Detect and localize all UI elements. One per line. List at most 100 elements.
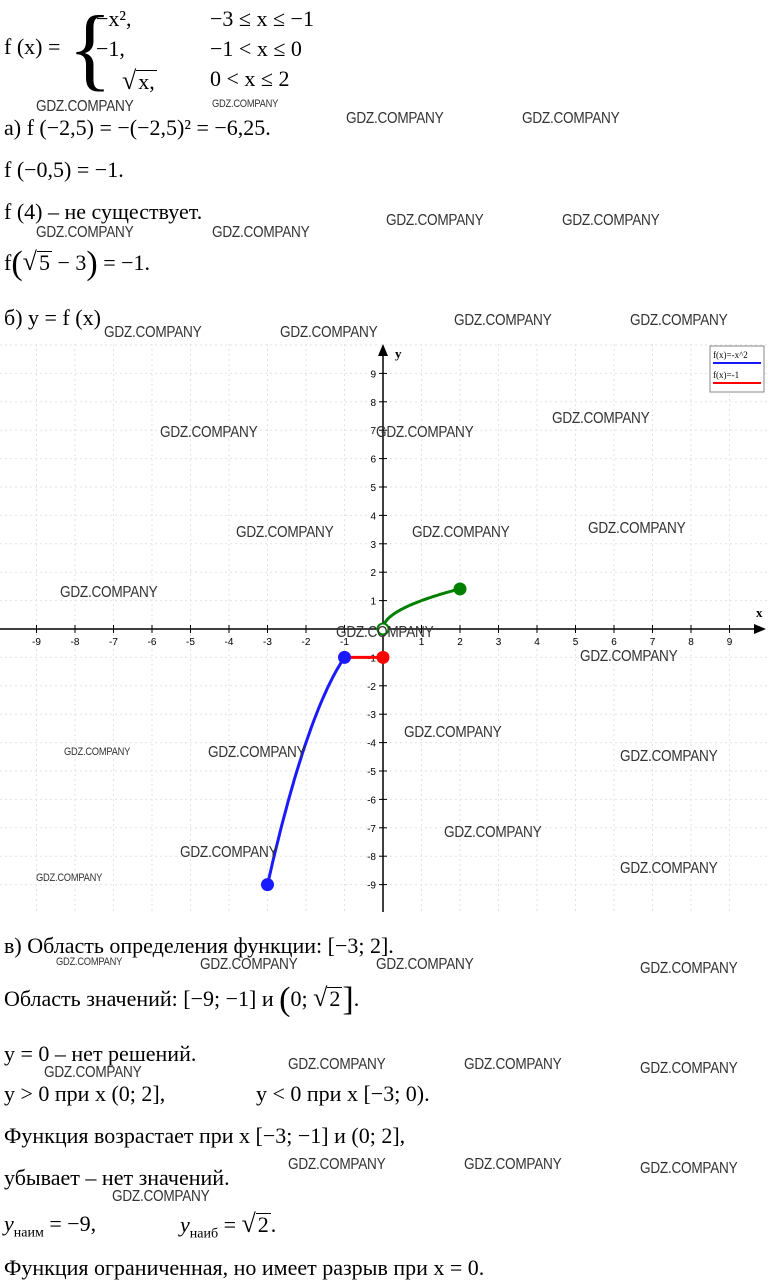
- x-tick-label: -9: [32, 637, 41, 648]
- x-tick-label: -7: [109, 637, 118, 648]
- y-tick-label: -9: [367, 881, 376, 892]
- watermark-text: GDZ.COMPANY: [640, 1160, 738, 1177]
- part-c-line-8: Функция ограниченная, но имеет разрыв пр…: [4, 1255, 485, 1280]
- piece-3-cond: 0 < x ≤ 2: [210, 66, 290, 91]
- x-tick-label: 9: [727, 637, 733, 648]
- piece-2-expr: −1,: [96, 36, 125, 61]
- legend-box: [709, 345, 765, 393]
- watermark-text: GDZ.COMPANY: [640, 1060, 738, 1077]
- watermark-text: GDZ.COMPANY: [412, 524, 510, 541]
- x-tick-label: 2: [457, 637, 463, 648]
- y-tick-label: -5: [367, 767, 376, 778]
- x-tick-label: -6: [148, 637, 157, 648]
- watermark-text: GDZ.COMPANY: [620, 748, 718, 765]
- watermark-text: GDZ.COMPANY: [346, 110, 444, 127]
- watermark-text: GDZ.COMPANY: [104, 324, 202, 341]
- series-sqrt-x: [381, 587, 461, 630]
- piece-2-cond: −1 < x ≤ 0: [210, 36, 302, 61]
- part-c-line-1: в) Область определения функции: [−3; 2].: [4, 933, 394, 958]
- series-neg-x-squared: [266, 656, 346, 885]
- y-axis-label: y: [395, 346, 402, 361]
- x-tick-label: 5: [573, 637, 579, 648]
- x-tick-label: 4: [534, 637, 540, 648]
- watermark-text: GDZ.COMPANY: [212, 224, 310, 241]
- y-tick-label: 6: [370, 455, 376, 466]
- watermark-text: GDZ.COMPANY: [386, 212, 484, 229]
- y-tick-label: -1: [367, 653, 376, 664]
- legend-label: f(x)=-1: [713, 370, 739, 380]
- piece-1-cond: −3 ≤ x ≤ −1: [210, 6, 314, 31]
- part-c-line-4b: y < 0 при x [−3; 0).: [256, 1081, 430, 1106]
- watermark-text: GDZ.COMPANY: [454, 312, 552, 329]
- watermark-text: GDZ.COMPANY: [404, 724, 502, 741]
- watermark-text: GDZ.COMPANY: [160, 424, 258, 441]
- watermark-text: GDZ.COMPANY: [44, 1064, 142, 1081]
- watermark-text: GDZ.COMPANY: [336, 624, 434, 641]
- part-a-line-2: f (−0,5) = −1.: [4, 157, 124, 182]
- watermark-text: GDZ.COMPANY: [180, 844, 278, 861]
- y-tick-label: -3: [367, 710, 376, 721]
- point: [261, 878, 274, 892]
- watermark-text: GDZ.COMPANY: [36, 224, 134, 241]
- piece-3-expr: √x,: [122, 66, 157, 95]
- watermark-text: GDZ.COMPANY: [112, 1188, 210, 1205]
- y-tick-label: -4: [367, 739, 376, 750]
- watermark-text: GDZ.COMPANY: [56, 956, 123, 968]
- y-tick-label: 5: [370, 483, 376, 494]
- function-graph: x y -9 -8 -7 -6 -5 -4 -3 -2 -1 1 2 3 4 5 6 7 8 9 -9 -8 -7 -6 -5 -…: [0, 344, 768, 912]
- watermark-text: GDZ.COMPANY: [208, 744, 306, 761]
- watermark-text: GDZ.COMPANY: [464, 1156, 562, 1173]
- point: [453, 582, 467, 596]
- x-tick-label: 8: [688, 637, 694, 648]
- x-tick-label: 3: [496, 637, 502, 648]
- point: [376, 650, 390, 664]
- watermark-text: GDZ.COMPANY: [288, 1156, 386, 1173]
- x-tick-label: 6: [611, 637, 617, 648]
- watermark-text: GDZ.COMPANY: [36, 872, 103, 884]
- y-tick-label: 2: [370, 568, 376, 579]
- watermark-text: GDZ.COMPANY: [522, 110, 620, 127]
- piece-1-expr: −x²,: [96, 6, 132, 31]
- watermark-text: GDZ.COMPANY: [580, 648, 678, 665]
- x-tick-label: -3: [263, 637, 272, 648]
- point: [338, 650, 351, 664]
- watermark-text: GDZ.COMPANY: [200, 956, 298, 973]
- x-tick-label: 7: [650, 637, 656, 648]
- watermark-text: GDZ.COMPANY: [60, 584, 158, 601]
- y-tick-label: -7: [367, 824, 376, 835]
- watermark-text: GDZ.COMPANY: [36, 98, 134, 115]
- x-axis-label: x: [756, 605, 763, 620]
- function-name: f (x) =: [4, 34, 61, 59]
- watermark-text: GDZ.COMPANY: [552, 410, 650, 427]
- watermark-text: GDZ.COMPANY: [444, 824, 542, 841]
- legend-label: f(x)=-x^2: [713, 350, 748, 360]
- watermark-text: GDZ.COMPANY: [64, 746, 131, 758]
- x-axis-arrow: [754, 624, 766, 634]
- part-c-line-3: y = 0 – нет решений.: [4, 1041, 197, 1066]
- watermark-text: GDZ.COMPANY: [280, 324, 378, 341]
- y-tick-label: 1: [370, 597, 376, 608]
- watermark-text: GDZ.COMPANY: [588, 520, 686, 537]
- y-tick-label: 8: [370, 398, 376, 409]
- watermark-text: GDZ.COMPANY: [212, 98, 279, 110]
- point: [376, 622, 390, 636]
- x-tick-label: -2: [302, 637, 311, 648]
- y-tick-label: -2: [367, 682, 376, 693]
- part-c-line-7a: yнаим = −9,: [4, 1211, 97, 1241]
- part-c-line-2: Область значений: [−9; −1] и (0; √2].: [4, 981, 360, 1018]
- y-axis-arrow: [378, 344, 388, 356]
- x-tick-label: -4: [225, 637, 234, 648]
- y-tick-label: 4: [370, 511, 376, 522]
- y-tick-label: 7: [370, 426, 376, 437]
- x-tick-label: -1: [340, 637, 349, 648]
- part-c-line-5: Функция возрастает при x [−3; −1] и (0; …: [4, 1123, 406, 1148]
- part-c-line-7b: yнаиб = √2.: [180, 1209, 277, 1242]
- watermark-text: GDZ.COMPANY: [376, 956, 474, 973]
- y-tick-label: 3: [370, 540, 376, 551]
- watermark-text: GDZ.COMPANY: [640, 960, 738, 977]
- part-a-line-3: f (4) – не существует.: [4, 199, 203, 224]
- y-tick-label: 9: [370, 369, 376, 380]
- part-a-line-1: а) f (−2,5) = −(−2,5)² = −6,25.: [4, 115, 271, 140]
- x-tick-label: 1: [419, 637, 425, 648]
- watermark-text: GDZ.COMPANY: [562, 212, 660, 229]
